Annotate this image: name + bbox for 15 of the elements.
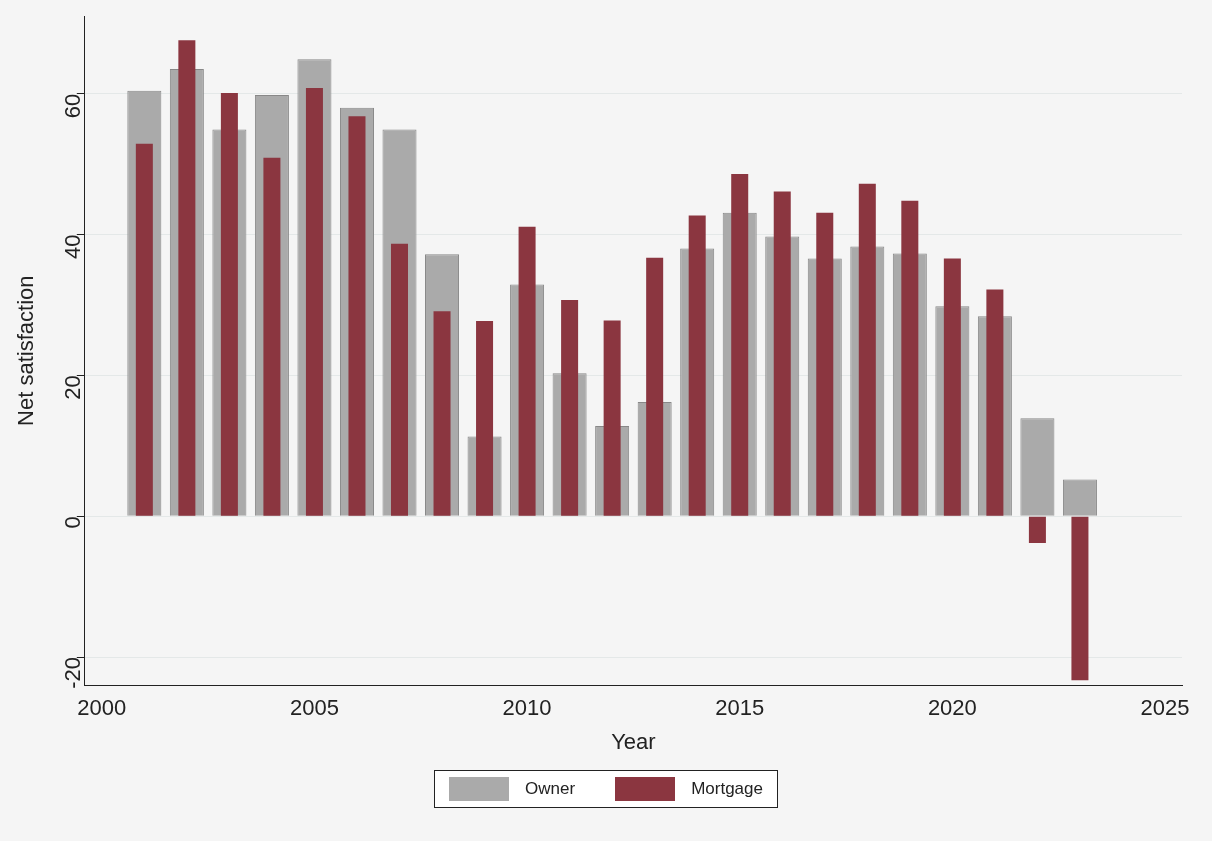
y-axis-title: Net satisfaction: [13, 275, 39, 426]
x-tick-label: 2010: [502, 695, 552, 721]
x-tick-label: 2020: [927, 695, 977, 721]
x-tick-label: 2005: [289, 695, 339, 721]
x-tick-label: 2025: [1140, 695, 1190, 721]
x-axis-title: Year: [611, 728, 656, 754]
y-tick-label: -20: [59, 657, 85, 689]
legend-label: Mortgage: [691, 779, 763, 799]
x-tick-label: 2000: [77, 695, 127, 721]
legend-label: Owner: [525, 779, 576, 799]
y-tick-label: 0: [59, 516, 85, 529]
y-tick-label: 20: [59, 375, 85, 400]
y-tick-label: 40: [59, 234, 85, 259]
x-tick-label: 2015: [715, 695, 765, 721]
y-tick-label: 60: [59, 93, 85, 119]
